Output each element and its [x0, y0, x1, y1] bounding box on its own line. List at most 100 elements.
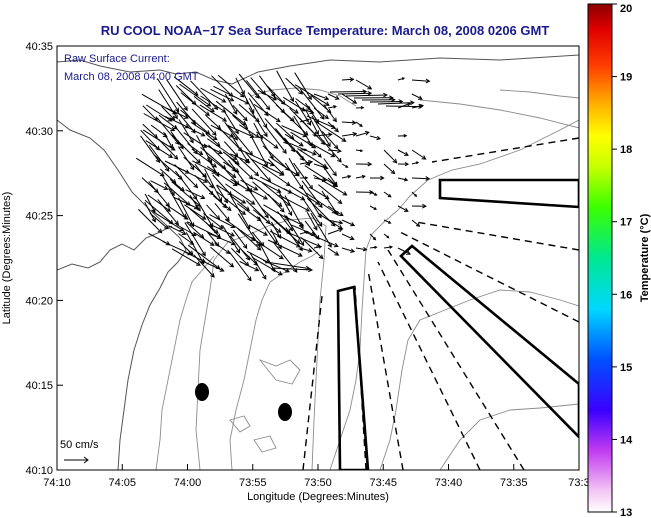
current-vector-head — [200, 194, 206, 200]
current-vector — [250, 158, 284, 176]
current-vector-head — [263, 195, 269, 200]
current-vector — [171, 134, 201, 164]
current-vector — [148, 144, 170, 172]
current-vector-head — [304, 230, 309, 235]
current-vector — [185, 125, 205, 137]
current-vector — [267, 193, 285, 213]
current-vector — [238, 124, 260, 138]
current-vector-head — [389, 245, 394, 249]
current-vector-head — [289, 117, 295, 122]
current-vector — [189, 208, 219, 234]
current-vector-head — [387, 193, 392, 198]
current-vector — [205, 114, 221, 130]
current-vector — [210, 88, 234, 102]
current-vector — [397, 149, 409, 156]
current-vector — [216, 184, 246, 204]
plot-area: Raw Surface Current: March 08, 2008 04:0… — [56, 45, 580, 471]
current-vector-head — [174, 220, 179, 226]
contour-1 — [195, 217, 327, 470]
current-vector-head — [425, 176, 431, 181]
current-vector — [285, 227, 303, 251]
current-vector-head — [162, 133, 168, 138]
x-axis-label: Longitude (Degrees:Minutes) — [247, 491, 389, 503]
current-vector-head — [338, 211, 344, 217]
current-vector — [341, 219, 355, 226]
current-vector — [294, 72, 312, 100]
current-vector — [214, 202, 230, 222]
current-vector — [277, 211, 293, 231]
contour-11 — [229, 415, 251, 433]
current-vector — [216, 185, 228, 203]
colorbar-tick-label: 14 — [620, 434, 633, 446]
current-vector — [230, 134, 250, 164]
current-vector — [145, 140, 173, 158]
transect-box-south — [336, 285, 370, 470]
current-vector-head — [313, 225, 318, 231]
current-vector-head — [250, 236, 256, 242]
current-vector — [236, 202, 262, 222]
current-vector — [341, 93, 357, 104]
current-vector-head — [168, 153, 174, 158]
current-vector — [171, 181, 201, 207]
current-vector — [306, 211, 318, 231]
current-vector-head — [307, 95, 312, 101]
current-vector — [241, 150, 275, 166]
current-vector-head — [404, 161, 410, 167]
current-vector — [397, 177, 408, 181]
sampling-line-1 — [302, 295, 323, 470]
current-vector — [180, 109, 210, 135]
transect-boxes — [336, 178, 579, 470]
current-vector-head — [417, 95, 423, 100]
current-vector-head — [324, 194, 330, 200]
current-vector-head — [233, 109, 238, 115]
current-vector — [211, 75, 233, 97]
current-vector — [173, 76, 199, 96]
current-vector-head — [168, 144, 173, 149]
current-vector-head — [183, 114, 189, 119]
current-vector — [229, 194, 251, 230]
current-vector-head — [163, 224, 169, 230]
current-vector — [227, 154, 253, 180]
current-vector — [345, 94, 387, 97]
current-vector-head — [193, 149, 198, 155]
current-vector-head — [337, 199, 343, 205]
current-vector — [306, 115, 336, 129]
current-vector — [177, 146, 195, 170]
current-vector-head — [264, 213, 269, 219]
current-vector — [184, 204, 206, 220]
current-vector — [219, 128, 243, 152]
current-vector-head — [300, 107, 306, 112]
current-vector — [301, 180, 323, 208]
current-vector-head — [379, 175, 385, 181]
current-vector-head — [230, 232, 236, 237]
current-vector-head — [249, 133, 255, 138]
current-vector-head — [272, 96, 278, 101]
current-vector-head — [352, 99, 358, 104]
current-vector — [286, 183, 320, 205]
contour-6 — [439, 403, 579, 470]
current-vector-head — [359, 149, 364, 153]
current-vector-head — [376, 135, 381, 141]
current-vector-head — [308, 184, 314, 190]
current-vector — [355, 247, 367, 251]
current-vector — [299, 161, 313, 165]
contour-9 — [249, 87, 357, 107]
colorbar: 20 19 18 17 16 15 14 13 Temperature (°C) — [587, 3, 651, 518]
current-vector — [261, 207, 291, 235]
current-vector-head — [332, 117, 337, 123]
current-vector-head — [299, 221, 305, 227]
current-vector-head — [297, 252, 303, 257]
current-vector — [135, 157, 165, 177]
current-vector — [253, 177, 281, 193]
current-vector — [235, 77, 245, 95]
current-vector-head — [327, 132, 333, 138]
current-vector-head — [345, 165, 349, 168]
current-vector-head — [189, 138, 194, 144]
current-vector — [215, 100, 247, 126]
current-vector — [327, 105, 337, 109]
current-vector-head — [229, 97, 235, 102]
current-vector-head — [241, 210, 247, 216]
current-vector — [206, 165, 238, 187]
current-vector-head — [367, 85, 373, 90]
current-vector-head — [234, 129, 239, 135]
